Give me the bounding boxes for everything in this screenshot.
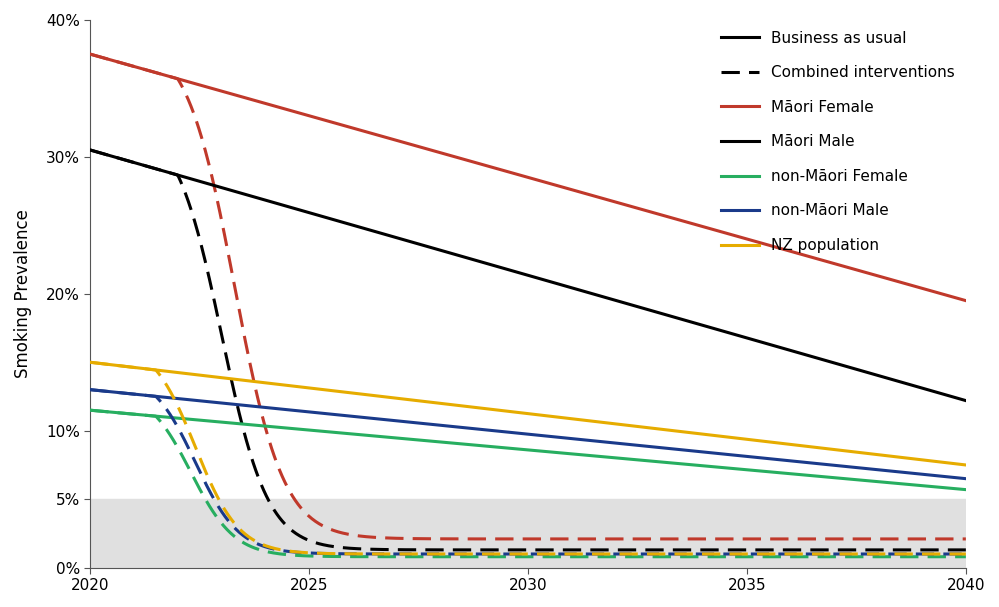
Legend: Business as usual, , Combined interventions, , Māori Female, , Māori Male, , non: Business as usual, , Combined interventi… [715,24,961,259]
Y-axis label: Smoking Prevalence: Smoking Prevalence [14,209,32,378]
Bar [90,499,966,568]
